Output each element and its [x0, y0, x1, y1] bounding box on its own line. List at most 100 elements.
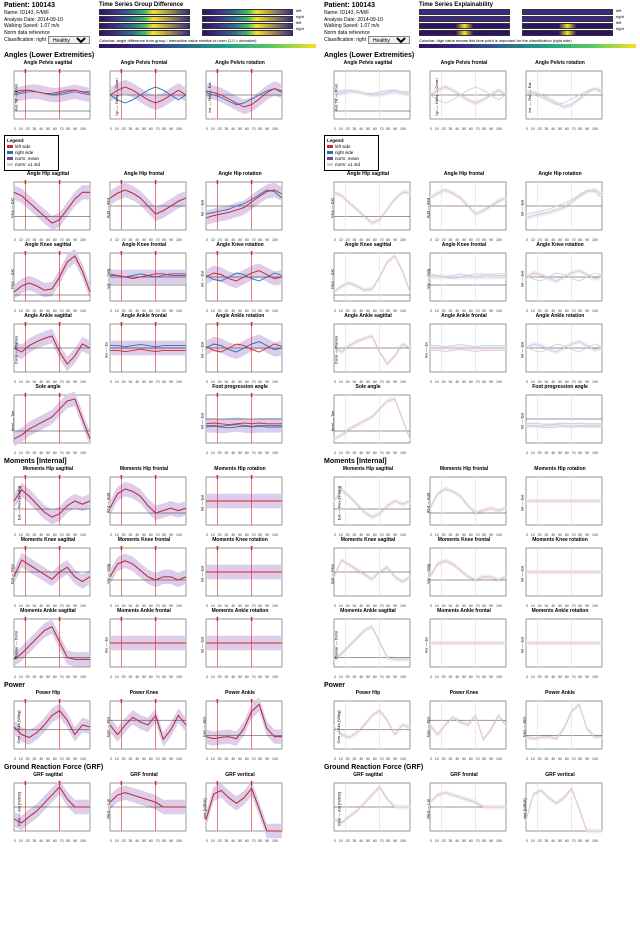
y-axis-label: Up — Obliq — Down — [114, 78, 119, 115]
x-axis-ticks: 0102030405060708090100 — [324, 675, 412, 679]
heatmap-row — [99, 23, 190, 29]
heatmap-row — [202, 16, 293, 22]
patient-meta: Patient: 100143 Name: ID143, F/M/FAnalys… — [4, 2, 99, 49]
chart-title: Power Knee — [100, 690, 188, 696]
x-axis-ticks: 0102030405060708090100 — [196, 127, 284, 131]
chart-angle-hip-frontal: Angle Hip frontal Add — Abd 010203040506… — [420, 171, 508, 242]
chart-title: Foot progression angle — [196, 384, 284, 390]
chart-title: Angle Hip rotation — [516, 171, 604, 177]
chart-moments-knee-sagittal: Moments Knee sagittal Ext — Flex 0102030… — [324, 537, 412, 608]
heatmap-row — [202, 23, 293, 29]
heatmap-row — [522, 16, 613, 22]
chart-moments-knee-frontal: Moments Knee frontal Var — Valg 01020304… — [100, 537, 188, 608]
y-axis-label: Inv — Ev — [104, 637, 109, 653]
chart-row: Power Hip Gen — Abs [W/kg] 0102030405060… — [324, 690, 636, 761]
y-axis-label: Int — Ext — [520, 271, 525, 287]
chart-angle-knee-frontal: Angle Knee frontal Var — Valg 0102030405… — [420, 242, 508, 313]
y-axis-label: Add — Abd — [426, 198, 431, 218]
legend-item: norm: mean — [327, 156, 376, 161]
chart-row: Angle Hip sagittal Flex — Ext 0102030405… — [4, 171, 316, 242]
chart-moments-ankle-frontal: Moments Ankle frontal Inv — Ev 010203040… — [420, 608, 508, 679]
chart-moments-ankle-sagittal: Moments Ankle sagittal Plantar — Dorsi 0… — [324, 608, 412, 679]
y-axis-label: Gen — Abs — [106, 717, 111, 737]
chart-angle-ankle-rotation: Angle Ankle rotation Int — Ext 010203040… — [196, 313, 284, 384]
chart-row: Sole angle Heel — Toe 010203040506070809… — [324, 384, 636, 455]
chart-title: Angle Knee sagittal — [4, 242, 92, 248]
y-axis-label: Int — Ext — [520, 566, 525, 582]
chart-grf-frontal: GRF frontal Med — Lat 010203040506070809… — [100, 772, 188, 843]
x-axis-ticks: 0102030405060708090100 — [196, 839, 284, 843]
chart-title: Moments Hip rotation — [516, 466, 604, 472]
heatmap-row — [419, 9, 510, 15]
chart-moments-hip-rotation: Moments Hip rotation Int — Ext 010203040… — [516, 466, 604, 537]
legend: Legend: left sideright sidenorm: meannor… — [4, 135, 59, 171]
chart-title: Moments Knee rotation — [516, 537, 604, 543]
y-axis-label: Flex — Ext — [329, 269, 334, 289]
classification-select[interactable]: Healthy — [48, 36, 90, 44]
chart-title: Angle Knee frontal — [100, 242, 188, 248]
chart-title: Moments Hip rotation — [196, 466, 284, 472]
chart-row: Moments Knee sagittal Ext — Flex 0102030… — [4, 537, 316, 608]
y-axis-label: Post — Ant [N/BW] — [336, 792, 341, 826]
chart-title: Moments Ankle frontal — [420, 608, 508, 614]
page: Patient: 100143 Name: ID143, F/M/FAnalys… — [0, 0, 640, 845]
heatmap-row — [99, 30, 190, 36]
chart-moments-hip-frontal: Moments Hip frontal Abd — Add 0102030405… — [420, 466, 508, 537]
chart-title: Power Ankle — [196, 690, 284, 696]
chart-title: Foot progression angle — [516, 384, 604, 390]
y-axis-label: Int. — Rot — Ext. — [207, 81, 212, 112]
chart-title: Power Knee — [420, 690, 508, 696]
heatmap-caption: Colorbar: high value means this time poi… — [419, 38, 636, 43]
chart-title: Moments Ankle rotation — [196, 608, 284, 614]
heatmap-row — [419, 23, 510, 29]
legend-item: norm: ±1 std — [327, 162, 376, 167]
y-axis-label: Var — Valg — [105, 269, 110, 289]
heatmap-row-labels: leftrightleftright — [616, 8, 636, 37]
chart-title: Moments Knee frontal — [420, 537, 508, 543]
y-axis-label: Int — Ext — [200, 413, 205, 429]
classification-select[interactable]: Healthy — [368, 36, 410, 44]
y-axis-label: Dorsi — Plantar — [334, 336, 339, 364]
y-axis-label: Int — Ext — [200, 271, 205, 287]
chart-sole-angle: Sole angle Heel — Toe 010203040506070809… — [324, 384, 412, 455]
chart-grf-frontal: GRF frontal Med — Lat 010203040506070809… — [420, 772, 508, 843]
x-axis-ticks: 0102030405060708090100 — [516, 675, 604, 679]
chart-row: Power Hip Gen — Abs [W/kg] 0102030405060… — [4, 690, 316, 761]
section-title: Angles (Lower Extremities) — [4, 52, 316, 59]
y-axis-label: Ext — Flex [Nm/kg] — [17, 486, 22, 520]
chart-power-hip: Power Hip Gen — Abs [W/kg] 0102030405060… — [4, 690, 92, 761]
y-axis-label: Gen — Abs — [202, 717, 207, 737]
chart-title: Power Hip — [324, 690, 412, 696]
chart-title: Moments Knee sagittal — [4, 537, 92, 543]
y-axis-label: Med — Lat — [105, 799, 110, 819]
chart-title: Moments Hip sagittal — [324, 466, 412, 472]
chart-row: Moments Ankle sagittal Plantar — Dorsi 0… — [324, 608, 636, 679]
chart-row: Angle Hip sagittal Flex — Ext 0102030405… — [324, 171, 636, 242]
y-axis-label: Int — Ext — [200, 495, 205, 511]
chart-title: GRF vertical — [516, 772, 604, 778]
chart-angle-ankle-frontal: Angle Ankle frontal Inv — Ev 01020304050… — [420, 313, 508, 384]
chart-title: GRF frontal — [100, 772, 188, 778]
chart-moments-hip-frontal: Moments Hip frontal Abd — Add 0102030405… — [100, 466, 188, 537]
timeseries-header: Time Series Explainability leftrightleft… — [419, 2, 636, 49]
y-axis-label: Vert [N/BW] — [522, 799, 527, 820]
heatmap-bars — [99, 9, 293, 37]
chart-title: Sole angle — [4, 384, 92, 390]
heatmap-caption: Colorbar: angle difference from group / … — [99, 38, 316, 43]
panel-explainability: Patient: 100143 Name: ID143, F/M/FAnalys… — [320, 0, 640, 845]
y-axis-label: Med — Lat — [425, 799, 430, 819]
classification-label: Classification: right — [324, 37, 366, 44]
y-axis-label: Ext — Flex [Nm/kg] — [337, 486, 342, 520]
heatmap-row — [419, 16, 510, 22]
chart-angle-ankle-sagittal: Angle Ankle sagittal Dorsi — Plantar 010… — [324, 313, 412, 384]
legend-item: norm: ±1 std — [7, 162, 56, 167]
y-axis-label: Inv — Ev — [424, 637, 429, 653]
x-axis-ticks: 0102030405060708090100 — [420, 675, 508, 679]
chart-title: Moments Knee sagittal — [324, 537, 412, 543]
x-axis-ticks: 0102030405060708090100 — [516, 757, 604, 761]
chart-angle-ankle-sagittal: Angle Ankle sagittal Dorsi — Plantar 010… — [4, 313, 92, 384]
chart-title: Moments Hip sagittal — [4, 466, 92, 472]
chart-title: Angle Pelvis sagittal — [324, 60, 412, 66]
chart-title: Power Hip — [4, 690, 92, 696]
heatmap-row-labels: leftrightleftright — [296, 8, 316, 37]
